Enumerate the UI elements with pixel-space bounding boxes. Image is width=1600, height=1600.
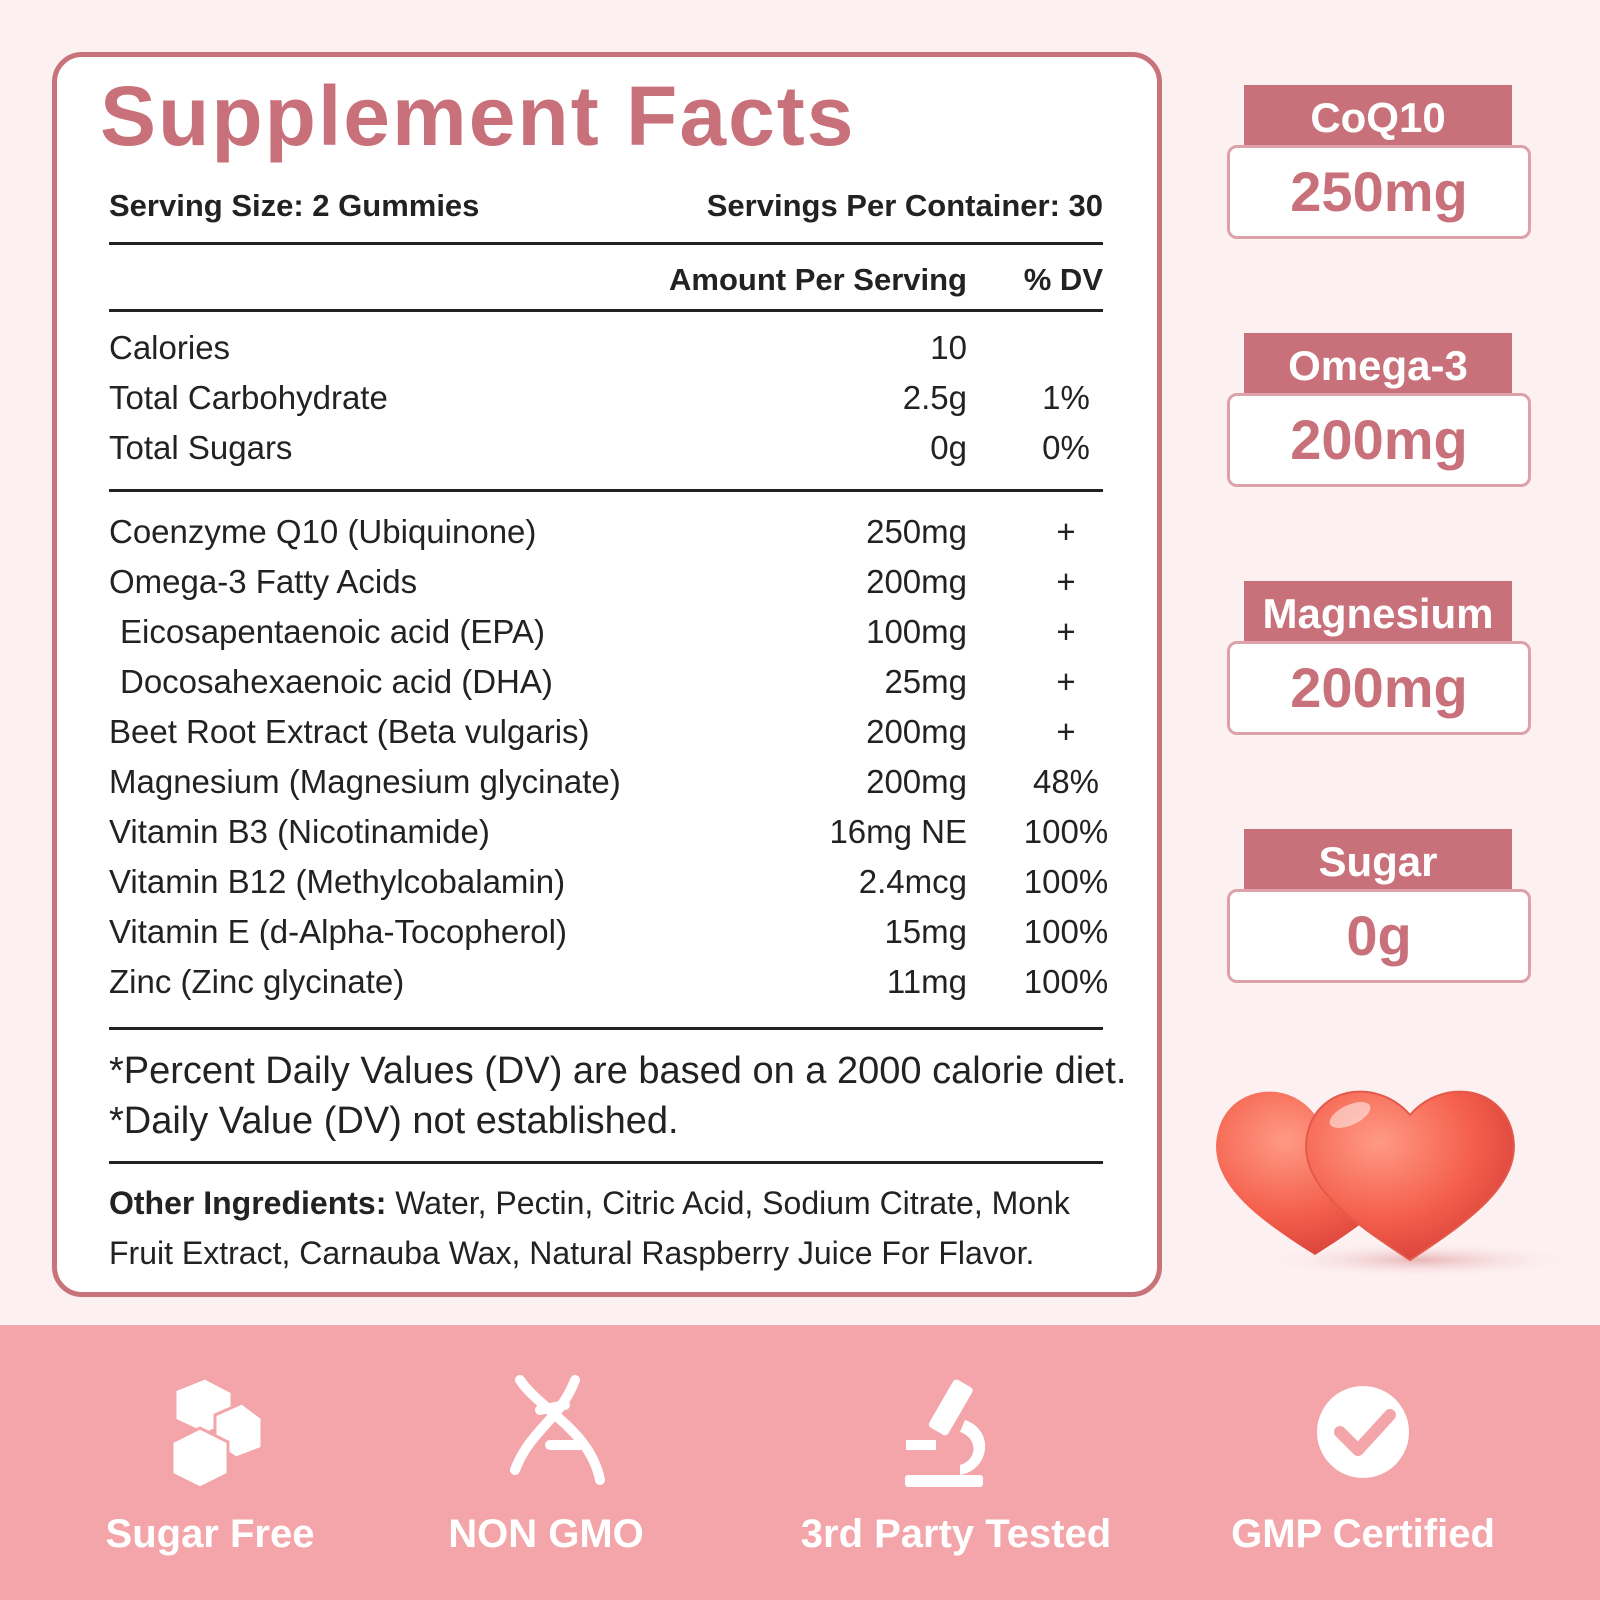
badge-value: 0g — [1227, 889, 1531, 983]
nutrient-name: Omega-3 Fatty Acids — [109, 563, 418, 600]
rule — [109, 309, 1103, 312]
nutrient-amount: 100mg — [866, 613, 967, 650]
feature-label: Sugar Free — [105, 1512, 315, 1556]
nutrient-dv: + — [1056, 563, 1076, 600]
nutrient-name: Magnesium (Magnesium glycinate) — [109, 763, 621, 800]
rule — [109, 1161, 1103, 1164]
badge-label: Magnesium — [1244, 581, 1512, 643]
nutrient-dv: + — [1056, 713, 1076, 750]
feature-label: GMP Certified — [1231, 1512, 1495, 1556]
nutrient-dv: + — [1056, 663, 1076, 700]
nutrient-name: Calories — [109, 329, 231, 366]
nutrient-amount: 200mg — [866, 713, 967, 750]
nutrient-amount: 0g — [930, 429, 967, 466]
nutrient-dv: 100% — [1023, 813, 1109, 850]
nutrient-name: Zinc (Zinc glycinate) — [109, 963, 405, 1000]
rule — [109, 489, 1103, 492]
nutrient-amount: 2.5g — [902, 379, 967, 416]
footnote: *Percent Daily Values (DV) are based on … — [109, 1050, 1127, 1092]
dv-header: % DV — [1023, 262, 1103, 297]
nutrient-dv: + — [1056, 613, 1076, 650]
facts-card — [52, 52, 1162, 1297]
nutrient-name: Coenzyme Q10 (Ubiquinone) — [109, 513, 537, 550]
nutrient-dv: 1% — [1042, 379, 1090, 416]
amount-header: Amount Per Serving — [669, 262, 967, 297]
nutrient-amount: 250mg — [866, 513, 967, 550]
nutrient-amount: 200mg — [866, 763, 967, 800]
nutrient-amount: 25mg — [884, 663, 967, 700]
other-ingredients-label: Other Ingredients: — [109, 1185, 387, 1221]
footnote: *Daily Value (DV) not established. — [109, 1100, 679, 1142]
nutrient-dv: 100% — [1023, 863, 1109, 900]
nutrient-name: Total Sugars — [109, 429, 293, 466]
rule — [109, 242, 1103, 245]
feature-icons — [170, 1375, 1409, 1490]
nutrient-name: Beet Root Extract (Beta vulgaris) — [109, 713, 590, 750]
serving-size: Serving Size: 2 Gummies — [109, 188, 480, 223]
nutrient-dv: 100% — [1023, 913, 1109, 950]
feature-label: NON GMO — [448, 1512, 644, 1556]
nutrient-name: Docosahexaenoic acid (DHA) — [120, 663, 553, 700]
nutrient-dv: + — [1056, 513, 1076, 550]
gummy-hearts — [1216, 1090, 1580, 1278]
title: Supplement Facts — [100, 69, 856, 163]
nutrient-dv: 48% — [1032, 763, 1100, 800]
badge-value: 200mg — [1227, 393, 1531, 487]
check-icon — [1317, 1386, 1409, 1478]
nutrient-amount: 200mg — [866, 563, 967, 600]
badge-label: Sugar — [1244, 829, 1512, 891]
nutrient-amount: 15mg — [884, 913, 967, 950]
nutrient-amount: 2.4mcg — [858, 863, 967, 900]
badge-label: CoQ10 — [1244, 85, 1512, 147]
dna-icon — [510, 1375, 605, 1485]
sugar-cube-icon — [170, 1376, 264, 1490]
nutrient-amount: 11mg — [886, 963, 967, 1000]
badge-value: 250mg — [1227, 145, 1531, 239]
rule — [109, 1027, 1103, 1030]
nutrient-name: Vitamin B3 (Nicotinamide) — [109, 813, 490, 850]
nutrient-amount: 16mg NE — [829, 813, 967, 850]
nutrient-name: Vitamin B12 (Methylcobalamin) — [109, 863, 566, 900]
badge-value: 200mg — [1227, 641, 1531, 735]
other-ingredients-text: Water, Pectin, Citric Acid, Sodium Citra… — [109, 1185, 1070, 1271]
other-ingredients: Other Ingredients: Water, Pectin, Citric… — [109, 1178, 1109, 1278]
servings-per-container: Servings Per Container: 30 — [706, 188, 1103, 223]
microscope-icon — [905, 1379, 986, 1487]
nutrient-amount: 10 — [930, 329, 967, 366]
feature-label: 3rd Party Tested — [800, 1512, 1112, 1556]
nutrient-name: Eicosapentaenoic acid (EPA) — [120, 613, 545, 650]
nutrient-dv: 100% — [1023, 963, 1109, 1000]
nutrient-dv: 0% — [1042, 429, 1090, 466]
nutrient-name: Total Carbohydrate — [109, 379, 388, 416]
badge-label: Omega-3 — [1244, 333, 1512, 395]
nutrient-name: Vitamin E (d-Alpha-Tocopherol) — [109, 913, 567, 950]
